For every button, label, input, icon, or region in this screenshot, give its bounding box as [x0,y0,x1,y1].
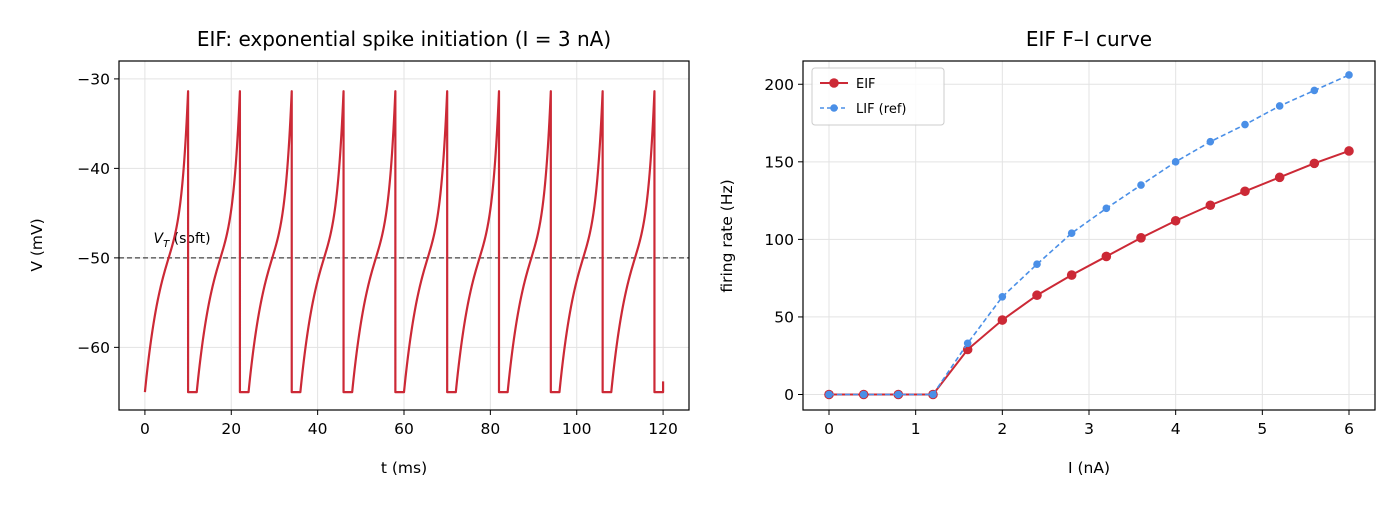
left-series [143,90,665,394]
right-y-tick-label: 200 [764,76,794,94]
right-x-axis-label: I (nA) [1068,459,1110,477]
lif-ref-data-point [929,390,937,399]
lif-ref-data-point [1137,181,1145,189]
eif-data-point [1032,290,1042,301]
lif-ref-data-point [859,390,868,399]
left-x-axis-label: t (ms) [381,459,427,477]
eif-data-point [1170,215,1181,226]
lif-ref-data-point [1067,229,1076,237]
left-x-tick-label: 0 [140,420,150,438]
lif-ref-series-line [829,74,1350,396]
fi-curve-panel: EIF F–I curve I (nA) firing rate (Hz) 0 1… [718,27,1376,477]
left-y-tick-label: −50 [77,249,110,267]
left-plot-frame [118,60,690,411]
legend-lif-marker [830,104,838,112]
eif-data-point [1344,146,1354,156]
legend-eif-label: EIF [856,77,876,92]
left-y-axis-label: V (mV) [28,218,46,271]
eif-data-point [1066,270,1077,280]
eif-data-point [1136,233,1146,243]
eif-data-point [1240,186,1250,197]
right-x-tick-label: 5 [1257,420,1267,438]
lif-ref-data-point [1206,137,1215,146]
right-x-tick-label: 4 [1171,420,1181,438]
right-y-tick-label: 100 [764,231,794,249]
lif-ref-data-point [1310,86,1319,95]
eif-data-point [1274,172,1285,183]
eif-series-line [829,150,1350,396]
right-y-tick-label: 50 [774,308,794,326]
eif-data-point [1309,158,1320,169]
legend-eif-marker [829,78,839,88]
membrane-voltage-trace [143,90,665,394]
right-ticks: 0 1 2 3 4 5 6 0 50 100 150 200 [764,76,1354,438]
right-y-axis-label: firing rate (Hz) [718,179,736,292]
left-x-tick-label: 120 [648,420,678,438]
left-y-tick-label: −30 [77,70,110,88]
lif-ref-data-point [1275,102,1284,110]
threshold-label: VT (soft) [154,231,211,250]
right-x-tick-label: 3 [1084,420,1094,438]
eif-data-point [1205,200,1216,211]
lif-ref-data-point [894,390,903,399]
right-x-tick-label: 0 [824,420,834,438]
left-x-tick-label: 40 [308,420,328,438]
left-reference: VT (soft) [119,231,689,259]
right-y-tick-label: 0 [784,386,794,404]
right-x-tick-label: 6 [1344,420,1354,438]
left-x-tick-label: 20 [221,420,241,438]
left-ticks: 0 20 40 60 80 100 120 −60 −50 −40 −30 [77,70,678,438]
voltage-trace-panel: EIF: exponential spike initiation (I = 3… [28,27,690,477]
left-y-tick-label: −40 [77,160,110,178]
legend-lif-label: LIF (ref) [856,102,906,117]
left-x-tick-label: 80 [480,420,500,438]
right-x-tick-label: 2 [997,420,1007,438]
eif-data-point [997,315,1008,325]
right-x-tick-label: 1 [911,420,921,438]
lif-ref-data-point [1033,260,1041,268]
lif-ref-data-point [963,339,972,348]
left-x-tick-label: 100 [562,420,592,438]
right-chart-title: EIF F–I curve [1026,27,1152,51]
left-chart-title: EIF: exponential spike initiation (I = 3… [197,27,611,51]
lif-ref-data-point [998,292,1007,301]
right-series [824,71,1354,400]
legend: EIF LIF (ref) [811,67,945,126]
left-x-tick-label: 60 [394,420,414,438]
right-y-tick-label: 150 [764,153,794,171]
eif-data-point [1101,251,1112,262]
right-plot-frame [802,60,1376,411]
lif-ref-data-point [1102,204,1111,213]
lif-ref-data-point [1345,71,1353,79]
left-y-tick-label: −60 [77,339,110,357]
lif-ref-data-point [1171,158,1180,166]
lif-ref-data-point [1241,120,1249,129]
lif-ref-data-point [825,390,833,399]
